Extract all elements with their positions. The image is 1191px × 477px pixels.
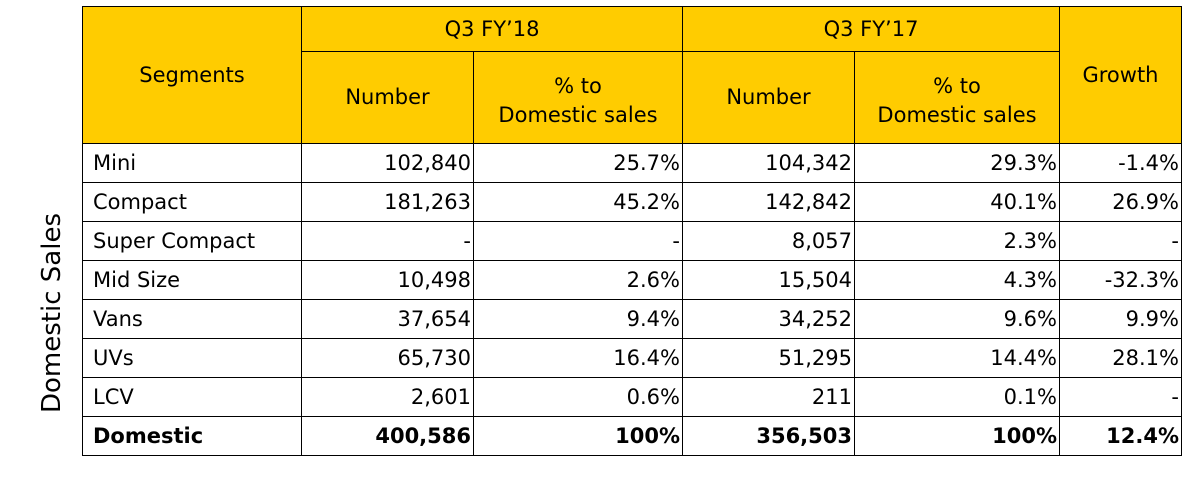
table-row: Mini 102,840 25.7% 104,342 29.3% -1.4%: [82, 143, 1182, 183]
cell-fy17-number: 51,295: [682, 338, 855, 378]
table-body: Mini 102,840 25.7% 104,342 29.3% -1.4% Compact…: [82, 143, 1182, 456]
cell-fy18-number: 181,263: [301, 182, 474, 222]
cell-fy17-pct: 100%: [854, 416, 1060, 456]
cell-fy18-pct: -: [473, 221, 683, 261]
cell-growth: -1.4%: [1059, 143, 1182, 183]
cell-fy17-number: 8,057: [682, 221, 855, 261]
header-pct-line2: Domestic sales: [498, 102, 658, 127]
header-period-fy17: Q3 FY’17: [682, 6, 1060, 52]
cell-fy18-pct: 100%: [473, 416, 683, 456]
header-fy18-pct: % to Domestic sales: [473, 51, 683, 144]
cell-fy18-number: 102,840: [301, 143, 474, 183]
cell-growth: -: [1059, 377, 1182, 417]
cell-growth: 26.9%: [1059, 182, 1182, 222]
table-row: Compact 181,263 45.2% 142,842 40.1% 26.9%: [82, 182, 1182, 222]
domestic-sales-table: Segments Q3 FY’18 Q3 FY’17 Growth Number…: [82, 6, 1182, 456]
total-row: Domestic 400,586 100% 356,503 100% 12.4%: [82, 416, 1182, 456]
header-pct-line1: % to: [933, 73, 981, 98]
cell-fy18-pct: 45.2%: [473, 182, 683, 222]
cell-fy18-pct: 2.6%: [473, 260, 683, 300]
cell-segment: Mid Size: [82, 260, 302, 300]
cell-growth: 9.9%: [1059, 299, 1182, 339]
cell-fy17-number: 356,503: [682, 416, 855, 456]
cell-fy17-number: 104,342: [682, 143, 855, 183]
cell-fy17-pct: 14.4%: [854, 338, 1060, 378]
cell-fy17-pct: 40.1%: [854, 182, 1060, 222]
cell-segment: Super Compact: [82, 221, 302, 261]
cell-fy17-pct: 9.6%: [854, 299, 1060, 339]
cell-fy17-number: 34,252: [682, 299, 855, 339]
header-growth: Growth: [1059, 6, 1182, 144]
cell-fy18-number: -: [301, 221, 474, 261]
cell-fy18-pct: 16.4%: [473, 338, 683, 378]
side-label-domestic-sales: Domestic Sales: [37, 213, 67, 413]
header-period-fy18: Q3 FY’18: [301, 6, 683, 52]
cell-segment: Domestic: [82, 416, 302, 456]
cell-fy18-pct: 25.7%: [473, 143, 683, 183]
cell-growth: -: [1059, 221, 1182, 261]
cell-fy17-pct: 29.3%: [854, 143, 1060, 183]
table-row: LCV 2,601 0.6% 211 0.1% -: [82, 377, 1182, 417]
cell-segment: UVs: [82, 338, 302, 378]
cell-growth: 12.4%: [1059, 416, 1182, 456]
header-pct-line2: Domestic sales: [877, 102, 1037, 127]
cell-fy17-number: 142,842: [682, 182, 855, 222]
cell-fy18-pct: 0.6%: [473, 377, 683, 417]
cell-segment: Mini: [82, 143, 302, 183]
header-fy17-pct: % to Domestic sales: [854, 51, 1060, 144]
cell-fy17-pct: 0.1%: [854, 377, 1060, 417]
header-segments: Segments: [82, 6, 302, 144]
cell-segment: LCV: [82, 377, 302, 417]
cell-fy18-number: 65,730: [301, 338, 474, 378]
header-pct-line1: % to: [554, 73, 602, 98]
cell-fy17-number: 15,504: [682, 260, 855, 300]
table-row: UVs 65,730 16.4% 51,295 14.4% 28.1%: [82, 338, 1182, 378]
header-fy18-number: Number: [301, 51, 474, 144]
cell-fy18-number: 10,498: [301, 260, 474, 300]
cell-fy17-pct: 2.3%: [854, 221, 1060, 261]
cell-fy18-number: 37,654: [301, 299, 474, 339]
table-row: Super Compact - -8,057 2.3% -: [82, 221, 1182, 261]
cell-segment: Compact: [82, 182, 302, 222]
table-row: Mid Size 10,498 2.6% 15,504 4.3% -32.3%: [82, 260, 1182, 300]
header-fy17-number: Number: [682, 51, 855, 144]
table-row: Vans 37,654 9.4% 34,252 9.6% 9.9%: [82, 299, 1182, 339]
cell-growth: -32.3%: [1059, 260, 1182, 300]
cell-segment: Vans: [82, 299, 302, 339]
cell-fy18-number: 2,601: [301, 377, 474, 417]
cell-growth: 28.1%: [1059, 338, 1182, 378]
cell-fy18-pct: 9.4%: [473, 299, 683, 339]
cell-fy18-number: 400,586: [301, 416, 474, 456]
cell-fy17-pct: 4.3%: [854, 260, 1060, 300]
cell-fy17-number: 211: [682, 377, 855, 417]
